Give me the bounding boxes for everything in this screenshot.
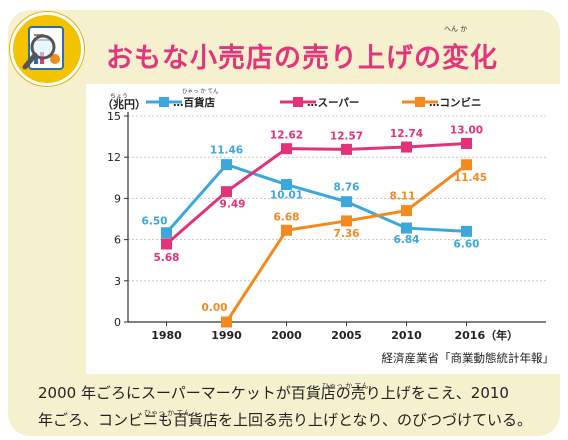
caption-line-2: 年ごろ、コンビニも百貨店を上回る売り上げとなり、のびつづけている。 — [38, 411, 532, 429]
data-label: 11.45 — [454, 172, 487, 184]
data-point — [341, 196, 352, 208]
y-tick-label: 3 — [114, 275, 121, 288]
legend-marker — [415, 97, 425, 107]
background-panel: へん か おもな小売店の売り上げの変化 0 3 6 9 12 15 （兆円） ちょう 1980 1… — [8, 10, 562, 436]
data-label: 6.50 — [142, 216, 168, 228]
data-label: 9.49 — [220, 199, 246, 211]
data-label: 6.60 — [454, 238, 480, 250]
x-tick-label: 2016（年） — [455, 328, 519, 342]
caption: ひゃっ か てん 2000 年ごろにスーパーマーケットが百貨店の売り上げをこえ、… — [38, 380, 558, 434]
data-point — [221, 186, 232, 198]
caption-ruby-1: ひゃっ か てん — [322, 382, 369, 390]
page-title: おもな小売店の売り上げの変化 — [106, 43, 498, 74]
chart-area: 0 3 6 9 12 15 （兆円） ちょう 1980 1990 2000 2005 2010 2016（… — [86, 84, 562, 374]
data-point — [341, 215, 352, 227]
series-line — [165, 141, 467, 246]
magnifier-chart-icon — [10, 12, 84, 86]
y-tick-label: 9 — [114, 192, 121, 205]
x-tick-label: 1990 — [211, 329, 242, 342]
data-label: 6.84 — [394, 234, 420, 246]
data-point — [461, 159, 472, 171]
x-tick-label: 2000 — [271, 329, 302, 342]
legend-label: …スーパー — [307, 97, 359, 109]
caption-line-1: 2000 年ごろにスーパーマーケットが百貨店の売り上げをこえ、2010 — [38, 384, 509, 402]
data-label: 11.46 — [210, 145, 243, 157]
data-label: 12.57 — [330, 130, 363, 142]
y-tick-label: 6 — [114, 234, 121, 247]
data-label: 6.68 — [274, 211, 300, 223]
data-label: 0.00 — [202, 302, 228, 314]
x-tick-label: 2010 — [391, 329, 422, 342]
legend-marker — [159, 97, 169, 107]
data-point — [401, 222, 412, 234]
x-tick-label: 2005 — [331, 329, 362, 342]
x-tick-label: 1980 — [151, 329, 182, 342]
data-label: 12.62 — [270, 130, 303, 142]
data-label: 10.01 — [270, 190, 303, 202]
legend-marker — [293, 97, 303, 107]
data-label: 5.68 — [154, 252, 180, 264]
y-axis-label: （兆円） — [102, 97, 146, 111]
title-ruby: へん か — [444, 25, 468, 33]
data-point — [161, 238, 172, 250]
legend-ruby: ひゃっ か てん — [182, 88, 219, 95]
source-note: 経済産業省「商業動態統計年報」 — [381, 351, 555, 365]
caption-ruby-2: ひゃっ か てん — [144, 409, 191, 417]
data-label: 8.11 — [390, 191, 416, 203]
data-point — [161, 227, 172, 239]
data-point — [281, 224, 292, 236]
data-label: 13.00 — [450, 124, 483, 136]
data-point — [281, 179, 292, 191]
data-point — [461, 137, 472, 149]
data-point — [281, 143, 292, 155]
y-tick-label: 15 — [107, 110, 121, 123]
y-tick-label: 12 — [107, 151, 121, 164]
line-chart: 0 3 6 9 12 15（兆円）ちょう 1980 1990 2000 2005 2010 2016（… — [102, 88, 546, 342]
data-point — [341, 143, 352, 155]
data-point — [221, 316, 232, 328]
data-label: 12.74 — [390, 128, 423, 140]
data-point — [221, 159, 232, 171]
data-point — [401, 205, 412, 217]
data-point — [401, 141, 412, 153]
data-label: 7.36 — [334, 228, 360, 240]
data-point — [461, 225, 472, 237]
legend-label: …コンビニ — [429, 96, 482, 109]
series-line — [165, 162, 467, 234]
y-axis-label-ruby: ちょう — [110, 93, 128, 100]
data-label: 8.76 — [334, 182, 360, 194]
y-tick-label: 0 — [114, 316, 121, 329]
legend-label: …百貨店 — [173, 96, 215, 109]
